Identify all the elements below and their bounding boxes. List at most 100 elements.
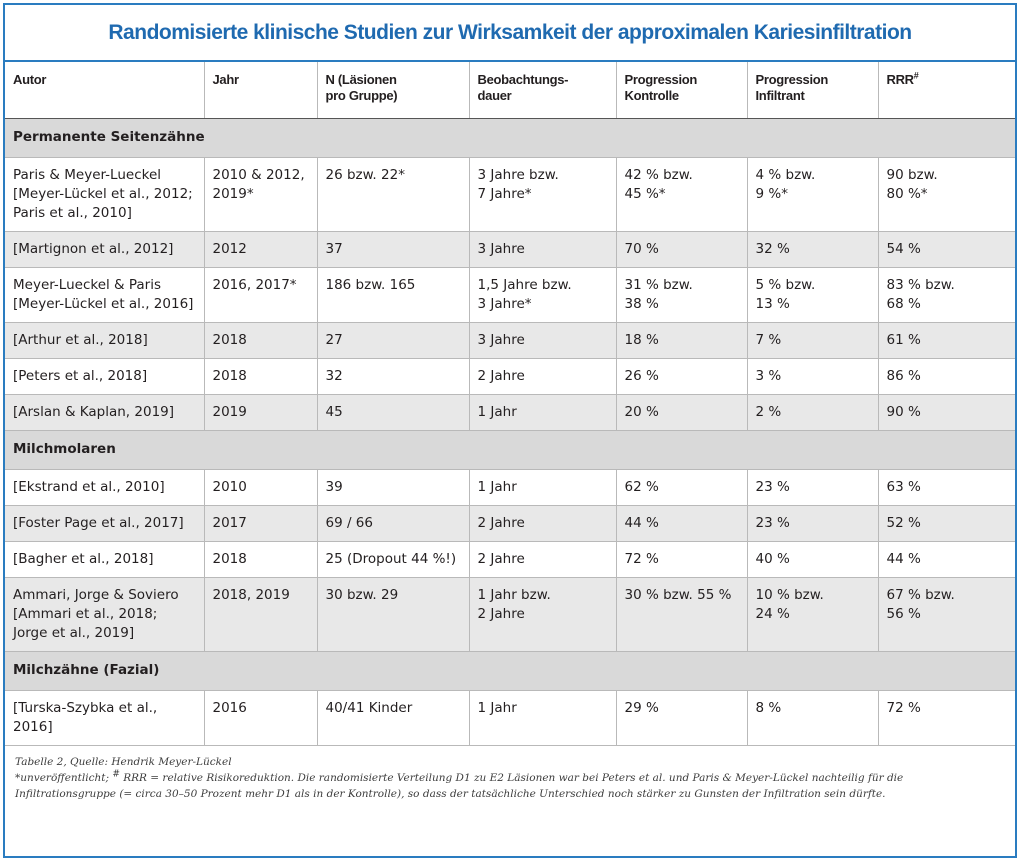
- section-row: Milchmolaren: [5, 430, 1015, 470]
- cell-autor: [Turska-Szybka et al., 2016]: [5, 690, 205, 746]
- cell-dauer: 2 Jahre: [469, 358, 617, 395]
- header-progression-kontrolle: Progression Kontrolle: [616, 62, 748, 119]
- table-row: [Ekstrand et al., 2010] 2010 39 1 Jahr 62 % 2…: [5, 469, 1015, 506]
- cell-dauer: 1 Jahr bzw. 2 Jahre: [469, 577, 617, 652]
- cell-dauer: 1 Jahr: [469, 469, 617, 506]
- section-row: Permanente Seitenzähne: [5, 118, 1015, 158]
- cell-dauer: 3 Jahre: [469, 231, 617, 268]
- table-row: [Martignon et al., 2012] 2012 37 3 Jahre 70 …: [5, 231, 1015, 268]
- cell-jahr: 2018: [204, 358, 318, 395]
- table-row: [Foster Page et al., 2017] 2017 69 / 66 2 J…: [5, 505, 1015, 542]
- notes-footnote-mark: #: [112, 769, 120, 779]
- cell-progression-infiltrant: 8 %: [747, 690, 879, 746]
- notes-part-1: *unveröffentlicht;: [15, 771, 113, 784]
- cell-rrr: 83 % bzw. 68 %: [878, 267, 1015, 323]
- cell-jahr: 2017: [204, 505, 318, 542]
- cell-jahr: 2016, 2017*: [204, 267, 318, 323]
- cell-jahr: 2016: [204, 690, 318, 746]
- cell-rrr: 44 %: [878, 541, 1015, 578]
- table-row: Paris & Meyer-Lueckel [Meyer-Lückel et a…: [5, 157, 1015, 232]
- cell-progression-kontrolle: 44 %: [616, 505, 748, 542]
- cell-progression-infiltrant: 10 % bzw. 24 %: [747, 577, 879, 652]
- cell-autor: [Arthur et al., 2018]: [5, 322, 205, 359]
- studies-table: Autor Jahr N (Läsionen pro Gruppe) Beoba…: [5, 62, 1015, 746]
- cell-progression-kontrolle: 42 % bzw. 45 %*: [616, 157, 748, 232]
- header-rrr-footnote-mark: #: [913, 70, 919, 81]
- cell-jahr: 2018: [204, 541, 318, 578]
- table-header: Autor Jahr N (Läsionen pro Gruppe) Beoba…: [5, 62, 1015, 119]
- cell-jahr: 2012: [204, 231, 318, 268]
- cell-autor: [Martignon et al., 2012]: [5, 231, 205, 268]
- cell-rrr: 72 %: [878, 690, 1015, 746]
- header-n: N (Läsionen pro Gruppe): [317, 62, 470, 119]
- cell-rrr: 90 bzw. 80 %*: [878, 157, 1015, 232]
- cell-autor: Meyer-Lueckel & Paris [Meyer-Lückel et a…: [5, 267, 205, 323]
- cell-dauer: 3 Jahre bzw. 7 Jahre*: [469, 157, 617, 232]
- cell-progression-kontrolle: 26 %: [616, 358, 748, 395]
- cell-n: 39: [317, 469, 470, 506]
- cell-dauer: 1 Jahr: [469, 394, 617, 431]
- cell-autor: Ammari, Jorge & Soviero [Ammari et al., …: [5, 577, 205, 652]
- cell-dauer: 3 Jahre: [469, 322, 617, 359]
- cell-progression-kontrolle: 31 % bzw. 38 %: [616, 267, 748, 323]
- section-label: Milchzähne (Fazial): [5, 651, 1015, 691]
- cell-n: 69 / 66: [317, 505, 470, 542]
- header-dauer: Beobachtungs- dauer: [469, 62, 617, 119]
- cell-n: 32: [317, 358, 470, 395]
- cell-n: 26 bzw. 22*: [317, 157, 470, 232]
- table-row: Meyer-Lueckel & Paris [Meyer-Lückel et a…: [5, 267, 1015, 323]
- cell-progression-infiltrant: 23 %: [747, 469, 879, 506]
- cell-progression-kontrolle: 30 % bzw. 55 %: [616, 577, 748, 652]
- header-rrr-label: RRR: [886, 72, 915, 87]
- cell-dauer: 2 Jahre: [469, 505, 617, 542]
- cell-dauer: 1 Jahr: [469, 690, 617, 746]
- cell-jahr: 2010: [204, 469, 318, 506]
- cell-dauer: 2 Jahre: [469, 541, 617, 578]
- cell-rrr: 63 %: [878, 469, 1015, 506]
- cell-autor: [Ekstrand et al., 2010]: [5, 469, 205, 506]
- cell-n: 37: [317, 231, 470, 268]
- cell-n: 40/41 Kinder: [317, 690, 470, 746]
- cell-autor: [Peters et al., 2018]: [5, 358, 205, 395]
- table-footer: Tabelle 2, Quelle: Hendrik Meyer-Lückel …: [5, 746, 1015, 802]
- cell-autor: [Arslan & Kaplan, 2019]: [5, 394, 205, 431]
- table-caption: Tabelle 2, Quelle: Hendrik Meyer-Lückel: [15, 755, 232, 768]
- cell-progression-kontrolle: 20 %: [616, 394, 748, 431]
- section-label: Milchmolaren: [5, 430, 1015, 470]
- cell-n: 27: [317, 322, 470, 359]
- header-autor: Autor: [5, 62, 205, 119]
- cell-n: 186 bzw. 165: [317, 267, 470, 323]
- cell-rrr: 67 % bzw. 56 %: [878, 577, 1015, 652]
- cell-progression-kontrolle: 70 %: [616, 231, 748, 268]
- cell-rrr: 61 %: [878, 322, 1015, 359]
- table-row: [Arthur et al., 2018] 2018 27 3 Jahre 18 % 7 …: [5, 322, 1015, 359]
- cell-n: 30 bzw. 29: [317, 577, 470, 652]
- cell-progression-kontrolle: 29 %: [616, 690, 748, 746]
- cell-progression-infiltrant: 23 %: [747, 505, 879, 542]
- table-notes: *unveröffentlicht; # RRR = relative Risi…: [15, 770, 1005, 802]
- table-title: Randomisierte klinische Studien zur Wirk…: [5, 5, 1015, 62]
- cell-rrr: 52 %: [878, 505, 1015, 542]
- cell-jahr: 2019: [204, 394, 318, 431]
- cell-autor: [Bagher et al., 2018]: [5, 541, 205, 578]
- cell-autor: [Foster Page et al., 2017]: [5, 505, 205, 542]
- cell-n: 25 (Dropout 44 %!): [317, 541, 470, 578]
- header-rrr: RRR#: [878, 62, 1015, 119]
- table-row: [Turska-Szybka et al., 2016] 2016 40/41 Ki…: [5, 690, 1015, 746]
- cell-progression-infiltrant: 4 % bzw. 9 %*: [747, 157, 879, 232]
- header-progression-infiltrant: Progression Infiltrant: [747, 62, 879, 119]
- cell-dauer: 1,5 Jahre bzw. 3 Jahre*: [469, 267, 617, 323]
- table-frame: Randomisierte klinische Studien zur Wirk…: [3, 3, 1017, 858]
- notes-part-2: RRR = relative Risikoreduktion. Die rand…: [15, 771, 904, 800]
- table-body: Permanente Seitenzähne Paris & Meyer-Luec…: [5, 118, 1015, 746]
- cell-progression-infiltrant: 7 %: [747, 322, 879, 359]
- cell-progression-infiltrant: 5 % bzw. 13 %: [747, 267, 879, 323]
- cell-rrr: 86 %: [878, 358, 1015, 395]
- cell-progression-kontrolle: 18 %: [616, 322, 748, 359]
- cell-progression-infiltrant: 40 %: [747, 541, 879, 578]
- cell-rrr: 54 %: [878, 231, 1015, 268]
- table-row: Ammari, Jorge & Soviero [Ammari et al., …: [5, 577, 1015, 652]
- header-jahr: Jahr: [204, 62, 318, 119]
- cell-rrr: 90 %: [878, 394, 1015, 431]
- section-row: Milchzähne (Fazial): [5, 651, 1015, 691]
